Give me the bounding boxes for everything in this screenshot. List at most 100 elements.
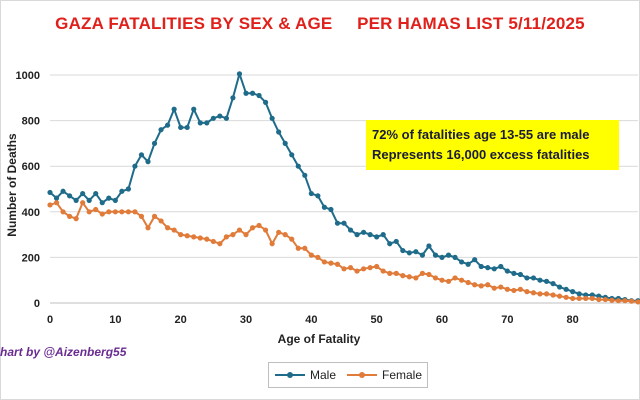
data-point-female — [543, 291, 550, 297]
data-point-female — [171, 227, 177, 233]
data-point-female — [400, 273, 406, 279]
data-point-male — [145, 159, 151, 165]
data-point-male — [517, 271, 524, 278]
y-tick-label: 0 — [34, 298, 40, 310]
data-point-female — [276, 229, 282, 235]
data-point-male — [439, 254, 445, 260]
data-point-female — [452, 275, 458, 281]
data-point-female — [80, 200, 86, 206]
data-point-female — [178, 232, 184, 238]
data-point-female — [321, 259, 327, 265]
chart-title: GAZA FATALITIES BY SEX & AGE PER HAMAS L… — [55, 14, 585, 33]
data-point-male — [485, 265, 491, 271]
data-point-female — [86, 209, 92, 215]
data-point-female — [145, 225, 151, 231]
data-point-female — [217, 241, 223, 247]
data-point-male — [60, 188, 66, 194]
data-point-male — [393, 238, 399, 245]
y-tick-label: 200 — [22, 252, 40, 264]
data-point-male — [295, 163, 301, 169]
data-point-male — [125, 186, 131, 192]
data-point-female — [289, 236, 295, 242]
legend-label-male: Male — [309, 368, 336, 382]
data-point-male — [269, 115, 275, 121]
data-point-male — [289, 152, 295, 158]
data-point-female — [295, 245, 301, 251]
data-point-male — [80, 190, 86, 197]
data-point-male — [223, 115, 229, 121]
data-point-male — [334, 220, 341, 226]
data-point-female — [243, 232, 249, 238]
data-point-female — [472, 282, 478, 288]
data-point-male — [354, 232, 360, 238]
data-point-male — [445, 252, 452, 258]
data-point-male — [53, 195, 60, 201]
data-point-male — [191, 106, 197, 112]
data-point-male — [504, 268, 510, 274]
data-point-female — [615, 298, 622, 304]
data-point-female — [119, 209, 125, 215]
data-point-male — [158, 127, 164, 133]
data-point-female — [341, 266, 347, 272]
annotation-box: 72% of fatalities age 13-55 are male Rep… — [366, 120, 619, 170]
data-point-male — [138, 152, 145, 158]
data-point-male — [570, 289, 576, 295]
data-point-male — [230, 95, 236, 101]
data-point-male — [276, 129, 282, 135]
data-point-male — [178, 124, 184, 131]
data-point-female — [465, 279, 471, 286]
legend-swatch-male — [274, 372, 305, 378]
data-point-female — [223, 234, 229, 240]
data-point-female — [47, 202, 53, 208]
x-tick-label: 20 — [175, 314, 187, 326]
data-point-male — [165, 122, 171, 128]
x-axis-label: Age of Fatality — [278, 332, 361, 346]
data-point-male — [406, 250, 412, 256]
data-point-female — [158, 218, 164, 224]
series-line-female — [49, 201, 639, 303]
data-point-male — [472, 257, 478, 263]
data-point-female — [236, 227, 243, 233]
data-point-female — [125, 209, 131, 215]
data-point-male — [537, 277, 543, 283]
legend-label-female: Female — [381, 368, 422, 382]
data-point-male — [243, 90, 249, 96]
data-point-female — [406, 274, 412, 280]
data-point-male — [413, 249, 419, 255]
data-point-male — [106, 195, 112, 201]
data-point-female — [439, 277, 445, 283]
data-point-male — [432, 252, 439, 258]
data-point-male — [217, 113, 223, 119]
data-point-female — [563, 294, 569, 300]
data-point-male — [302, 172, 308, 178]
data-point-male — [524, 275, 530, 281]
data-point-female — [282, 232, 288, 238]
data-point-female — [53, 200, 60, 206]
data-point-female — [426, 271, 432, 278]
data-point-male — [321, 204, 327, 210]
data-point-male — [563, 286, 569, 292]
data-point-female — [635, 299, 640, 305]
data-point-female — [197, 235, 203, 241]
data-point-female — [387, 270, 393, 276]
data-point-male — [210, 115, 216, 121]
data-point-female — [67, 213, 73, 219]
data-point-female — [374, 263, 380, 270]
data-point-male — [374, 234, 380, 240]
legend-swatch-female — [346, 372, 377, 378]
data-point-female — [419, 270, 425, 276]
x-tick-label: 80 — [567, 314, 579, 326]
data-point-male — [119, 188, 125, 194]
data-point-female — [537, 291, 543, 297]
data-point-female — [576, 295, 582, 302]
y-tick-label: 800 — [22, 116, 40, 128]
chart-legend: Male Female — [268, 362, 428, 388]
data-point-male — [197, 120, 203, 126]
data-point-female — [112, 209, 118, 215]
x-tick-label: 40 — [305, 314, 317, 326]
data-point-male — [93, 190, 99, 197]
data-point-female — [478, 283, 484, 289]
data-point-male — [341, 220, 347, 226]
data-point-female — [583, 295, 589, 302]
